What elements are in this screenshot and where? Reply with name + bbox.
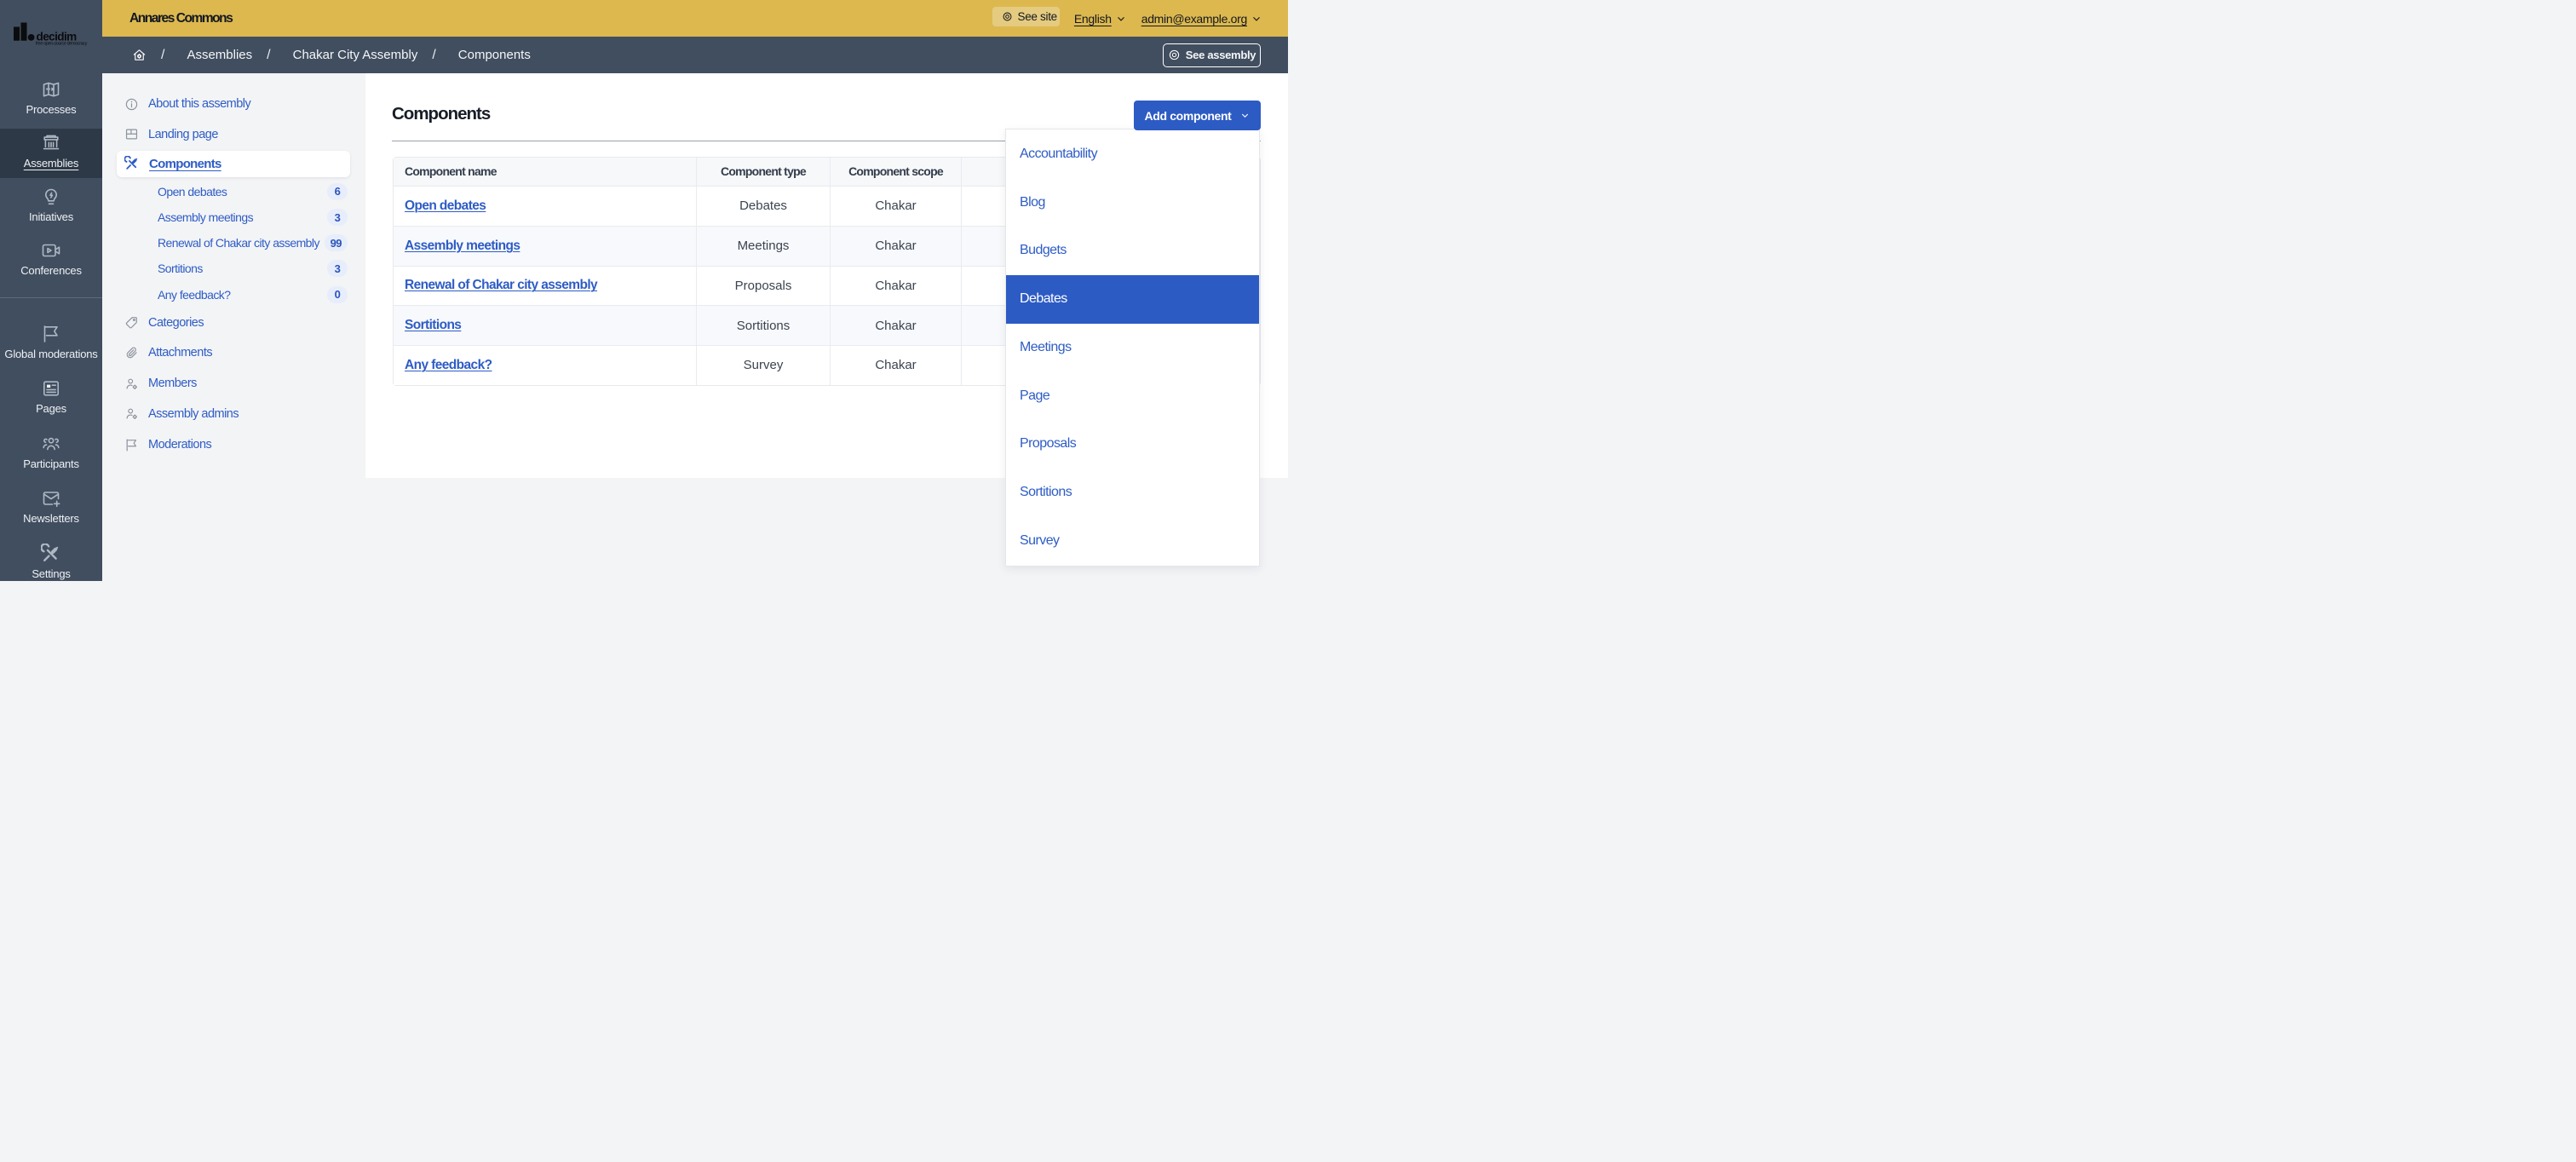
svg-text:free open-source democracy: free open-source democracy [36,41,88,46]
svg-text:decidim: decidim [37,31,78,43]
